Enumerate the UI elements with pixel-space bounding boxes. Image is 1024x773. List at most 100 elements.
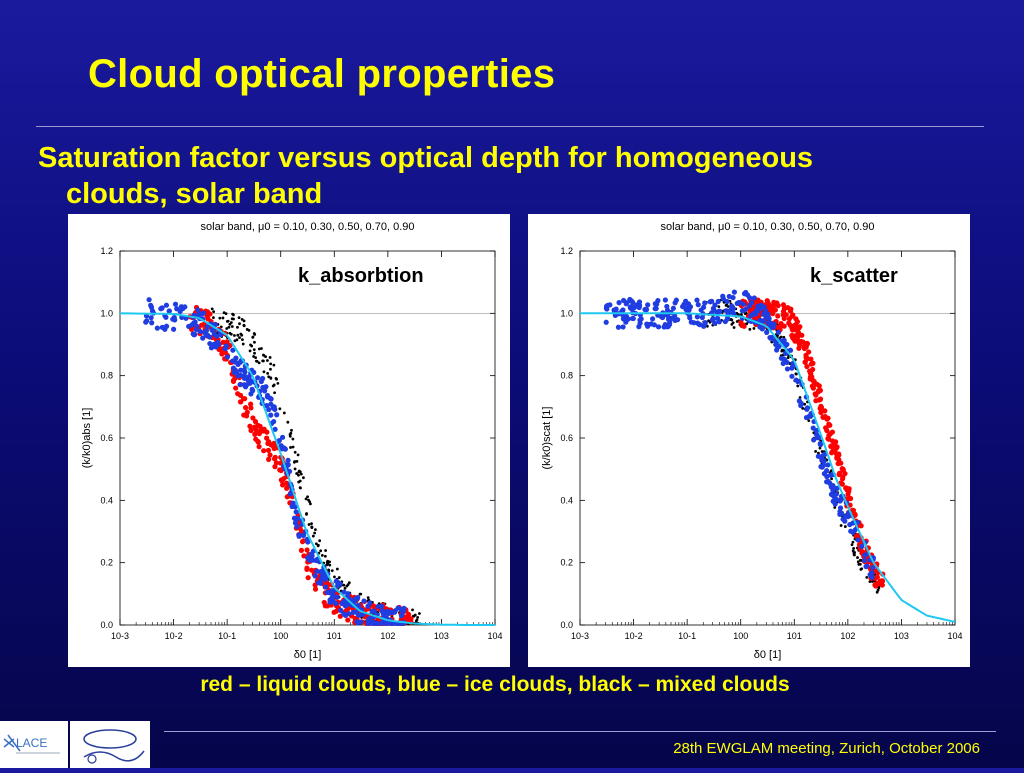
data-point [765,311,771,317]
data-point [815,453,821,459]
data-point [236,325,239,329]
data-point [337,576,341,579]
data-point [726,305,730,308]
data-point [636,302,643,309]
data-point [166,308,172,314]
data-point [307,523,311,526]
data-point [316,544,320,548]
data-point [304,565,310,571]
data-point [298,486,302,490]
data-point [279,434,286,440]
lace-logo-graphic: LACE [3,734,60,754]
data-point [163,323,170,329]
data-point [200,310,207,316]
data-point [272,363,276,367]
data-point [192,331,198,338]
data-point [827,431,833,437]
data-point [742,306,749,313]
y-tick-label: 0.4 [560,495,573,505]
data-point [225,327,229,330]
data-point [248,349,252,353]
data-point [257,361,261,365]
data-point [406,611,412,618]
data-point [305,512,308,515]
data-point [789,313,795,319]
data-point [266,359,269,362]
data-point [295,459,299,463]
x-tick-label: 10-3 [111,631,129,641]
series-ff0000 [187,304,414,627]
data-point [307,498,310,502]
data-point [148,304,155,310]
data-point [859,543,865,550]
data-point [867,572,873,578]
data-point [651,322,657,328]
bullet-line-1: Saturation factor versus optical depth f… [38,142,814,174]
data-point [796,384,800,388]
data-point [804,340,810,346]
data-point [218,316,222,320]
data-point [781,315,787,322]
data-point [755,306,761,312]
data-point [238,322,241,326]
data-point [247,328,251,332]
x-tick-label: 104 [487,631,502,641]
data-point [224,339,230,345]
data-point [604,306,610,312]
data-point [333,578,339,584]
data-point [261,448,267,454]
data-point [830,477,834,481]
panel-label: k_absorbtion [298,265,424,287]
data-point [378,620,384,627]
data-point [777,323,783,330]
data-point [855,537,861,543]
data-point [335,567,339,571]
data-point [207,340,213,347]
data-point [305,575,311,581]
data-point [321,599,327,606]
data-point [291,437,295,441]
data-point [310,522,313,526]
title-divider [36,126,984,127]
data-point [743,312,747,316]
data-point [230,365,237,371]
data-point [329,595,335,601]
data-point [290,428,293,432]
data-point [794,372,798,376]
data-point [615,324,622,330]
data-point [314,542,318,546]
data-point [630,315,636,322]
data-point [642,306,648,313]
data-point [774,300,780,306]
data-point [392,609,398,615]
data-point [726,293,732,300]
data-point [837,511,843,517]
data-point [252,419,259,425]
data-point [767,334,773,341]
y-tick-label: 0.6 [560,433,573,443]
data-point [262,353,265,357]
data-point [352,596,359,602]
data-point [272,426,278,432]
data-point [233,334,236,337]
data-point [297,480,301,484]
data-point [675,317,681,323]
data-point [709,298,715,304]
data-point [879,582,885,588]
data-point [324,549,328,552]
data-point [694,314,700,320]
data-point [298,547,305,553]
data-point [740,322,746,328]
x-axis-label: δ0 [1] [294,649,322,661]
data-point [748,327,752,331]
data-point [790,364,796,370]
chart-scatter-svg: solar band, μ0 = 0.10, 0.30, 0.50, 0.70,… [541,221,963,661]
y-tick-label: 0.4 [100,495,113,505]
data-point [148,315,154,321]
data-point [320,554,324,557]
data-point [240,338,244,342]
data-point [299,472,303,476]
chart-absorption-svg: solar band, μ0 = 0.10, 0.30, 0.50, 0.70,… [81,221,503,661]
data-point [191,320,197,326]
data-point [845,514,851,520]
